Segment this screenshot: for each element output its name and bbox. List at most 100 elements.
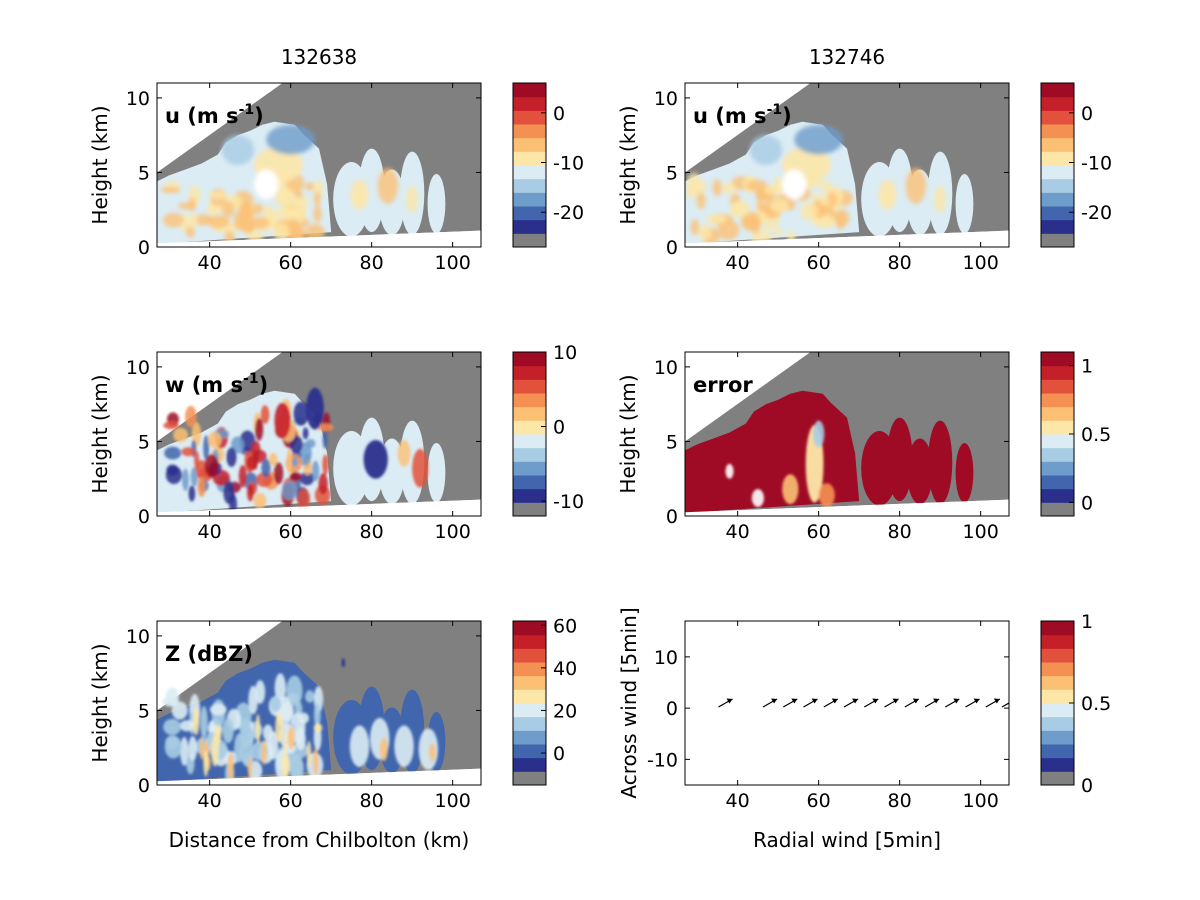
field-cell [163, 421, 179, 430]
plot-area [685, 352, 1009, 516]
colorbar-band [513, 648, 546, 663]
variable-label-text: w (m s [165, 373, 243, 397]
colorbar-band [513, 757, 546, 772]
colorbar-band [1041, 406, 1074, 421]
colorbar-band [513, 206, 546, 221]
field-cell [227, 752, 234, 782]
colorbar: 0 -10 -20 [1040, 82, 1112, 248]
field-cell [275, 712, 284, 742]
field-cell [197, 476, 206, 497]
colorbar-tick-label: 0 [553, 743, 565, 765]
colorbar-tick-label: -20 [553, 202, 584, 224]
colorbar-band [513, 502, 546, 517]
trailing-cell [906, 438, 933, 505]
variable-label-superscript: -1 [243, 371, 259, 387]
colorbar-band [1041, 178, 1074, 193]
field-cell [221, 135, 255, 165]
colorbar-tick-label: 40 [553, 658, 577, 680]
colorbar-band [513, 675, 546, 690]
colorbar-tick-label: 20 [553, 700, 577, 722]
x-tick-label: 80 [360, 252, 384, 274]
field-cell [313, 205, 322, 223]
field-cell [810, 193, 823, 200]
colorbar-band [513, 634, 546, 649]
colorbar-band [1041, 393, 1074, 408]
y-tick-label: 5 [138, 700, 150, 722]
field-cell [746, 179, 767, 192]
field-cell [203, 435, 210, 461]
colorbar-band [513, 447, 546, 462]
field-cell [820, 180, 832, 195]
field-cell [819, 197, 830, 206]
field-cell [306, 740, 312, 768]
colorbar-band [513, 137, 546, 152]
y-tick-label: -10 [647, 749, 678, 771]
colorbar: 10 0 -10 [512, 342, 584, 517]
error-field-texture [725, 420, 835, 508]
field-cell [377, 167, 398, 204]
colorbar-band [1041, 461, 1074, 476]
colorbar-band [1041, 447, 1074, 462]
colorbar-band [513, 406, 546, 421]
field-cell [223, 481, 235, 505]
colorbar-band [513, 689, 546, 704]
field-cell [429, 743, 436, 762]
colorbar-band [513, 124, 546, 139]
field-cell [165, 735, 179, 750]
colorbar-band [513, 393, 546, 408]
colorbar-tick-label: -10 [553, 491, 584, 513]
field-cell [274, 673, 286, 703]
field-cell [297, 488, 311, 510]
y-tick-label: 5 [666, 431, 678, 453]
field-cell [313, 723, 323, 733]
column-title: 132638 [281, 45, 357, 69]
field-cell [254, 169, 279, 200]
colorbar-band [513, 730, 546, 745]
wind-arrow-head-12 [993, 698, 1000, 704]
colorbar-band [1041, 233, 1074, 248]
field-cell [286, 448, 292, 474]
field-cell [274, 402, 291, 439]
field-cell [249, 216, 270, 229]
field-cell [756, 189, 764, 203]
field-cell [261, 458, 271, 478]
colorbar-band [1041, 365, 1074, 380]
colorbar: 60 40 20 0 [512, 615, 577, 786]
y-axis-label: Height (km) [88, 374, 112, 493]
field-cell [173, 427, 189, 443]
field-cell [878, 179, 897, 210]
field-cell [253, 493, 267, 509]
field-cell [291, 457, 299, 467]
below-beam-region [685, 499, 1009, 516]
axes-frame [684, 620, 1010, 786]
y-tick-label: 0 [666, 237, 678, 259]
field-cell [200, 706, 208, 739]
below-beam-region [157, 499, 481, 516]
x-tick-label: 40 [198, 252, 222, 274]
field-cell [782, 474, 799, 505]
colorbar-band [1041, 488, 1074, 503]
wind-arrow-head-9 [933, 698, 940, 704]
colorbar-tick-label: -20 [1081, 202, 1112, 224]
y-axis-label: Height (km) [88, 643, 112, 762]
field-cell [690, 219, 700, 236]
x-tick-label: 80 [888, 521, 912, 543]
wind-arrow-head-1 [771, 698, 778, 704]
trailing-cell [886, 148, 913, 233]
field-cell [934, 185, 947, 213]
x-tick-label: 100 [963, 252, 999, 274]
field-cell [818, 483, 835, 508]
colorbar-tick-label: 0.5 [1081, 693, 1111, 715]
colorbar-band [513, 352, 546, 367]
y-axis-label: Across wind [5min] [617, 607, 641, 798]
colorbar-band [513, 488, 546, 503]
y-tick-label: 0 [138, 237, 150, 259]
axes-frame [156, 620, 482, 786]
colorbar-band [1041, 83, 1074, 98]
colorbar-band [1041, 379, 1074, 394]
colorbar-band [513, 703, 546, 718]
field-cell [208, 191, 229, 200]
